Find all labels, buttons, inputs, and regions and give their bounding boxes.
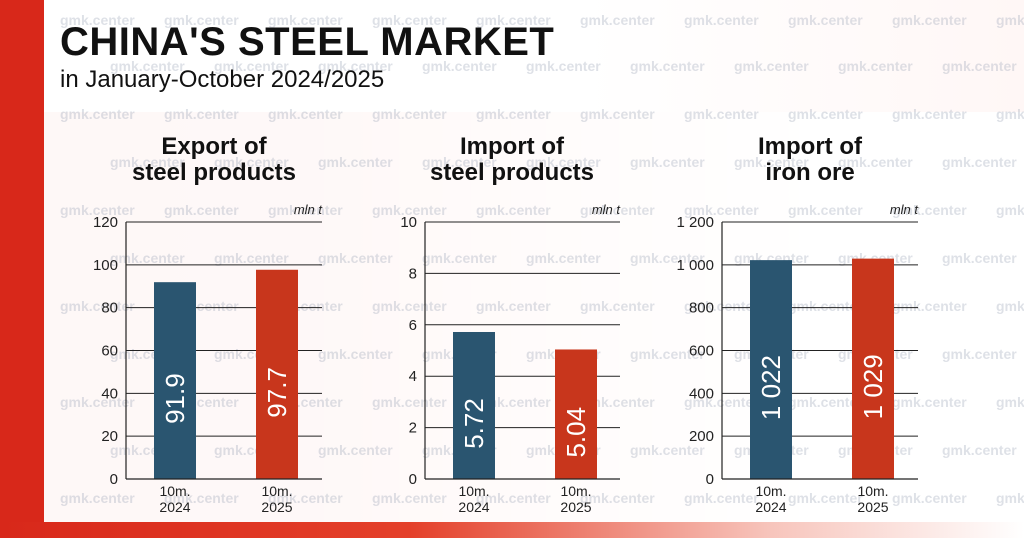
y-tick-label: 1 200 [676,214,714,231]
y-tick-label: 60 [101,343,118,360]
bar-value-label: 5.72 [459,398,489,449]
y-tick-label: 40 [101,385,118,402]
y-tick-label: 2 [409,420,417,437]
chart-title-line: iron ore [765,159,855,186]
bar-value-label: 1 029 [858,354,888,419]
x-category-label: 10m. [857,483,888,499]
y-tick-label: 800 [689,300,714,317]
y-tick-label: 20 [101,428,118,445]
x-category-label: 2024 [755,499,786,515]
header-background [44,0,1024,112]
y-tick-label: 4 [409,368,417,385]
bar [154,282,196,479]
chart-title-line: steel products [429,159,595,186]
y-tick-label: 8 [409,265,417,282]
bar [453,331,495,479]
y-tick-label: 0 [706,471,714,488]
bottom-band [0,522,1024,538]
chart-title: Export of steel products [104,134,324,186]
x-category-label: 10m. [159,483,190,499]
x-category-label: 2025 [560,499,591,515]
chart-title-line: Export of [161,133,267,160]
x-category-label: 2024 [159,499,190,515]
bar-value-label: 91.9 [160,373,190,424]
chart-title: Import of iron ore [700,134,920,186]
x-category-label: 10m. [458,483,489,499]
y-tick-label: 80 [101,300,118,317]
y-tick-label: 6 [409,317,417,334]
y-tick-label: 0 [409,471,417,488]
page-title: CHINA'S STEEL MARKET [60,20,555,64]
y-tick-label: 100 [93,257,118,274]
chart-title: Import of steel products [402,134,622,186]
x-category-label: 2025 [261,499,292,515]
bar-value-label: 5.04 [561,407,591,458]
x-category-label: 10m. [755,483,786,499]
bar-value-label: 97.7 [262,367,292,418]
bar [852,258,894,479]
y-tick-label: 200 [689,428,714,445]
y-tick-label: 120 [93,214,118,231]
chart-title-line: steel products [131,159,297,186]
chart-title-line: Import of [758,133,862,160]
bar-value-label: 1 022 [756,355,786,420]
x-category-label: 10m. [560,483,591,499]
y-tick-label: 400 [689,385,714,402]
y-tick-label: 600 [689,343,714,360]
flag-edge [0,0,44,538]
y-tick-label: 1 000 [676,257,714,274]
y-tick-label: 0 [110,471,118,488]
chart-title-line: Import of [460,133,564,160]
unit-label: mln t [592,202,622,217]
unit-label: mln t [890,202,920,217]
page-subtitle: in January-October 2024/2025 [60,66,385,93]
bar [750,260,792,479]
y-tick-label: 10 [400,214,417,231]
x-category-label: 2025 [857,499,888,515]
x-category-label: 10m. [261,483,292,499]
unit-label: mln t [294,202,324,217]
x-category-label: 2024 [458,499,489,515]
bar [256,269,298,479]
bar [555,349,597,479]
